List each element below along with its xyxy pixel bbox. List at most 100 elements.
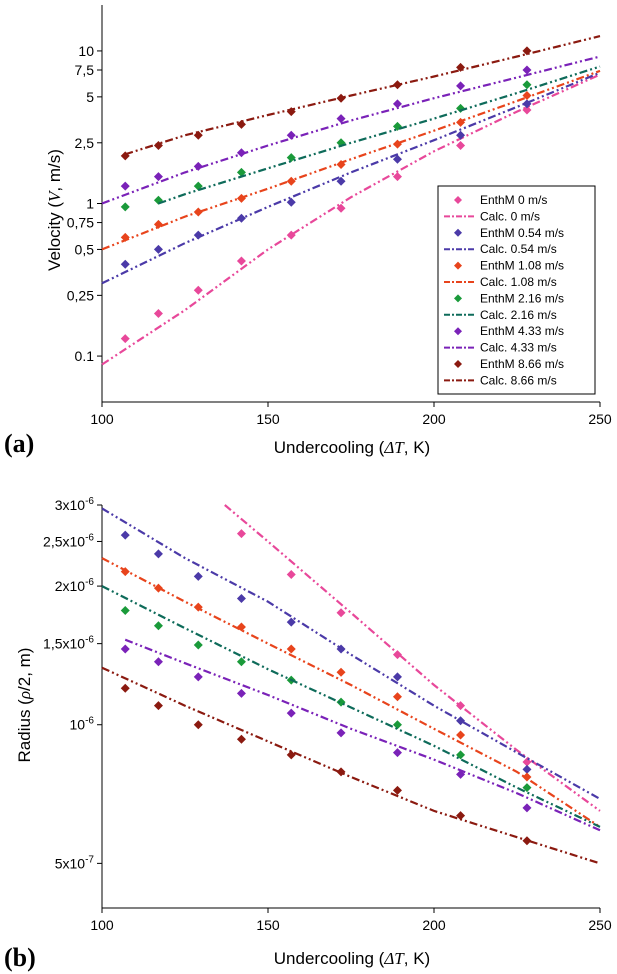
point-enthm-1-08-m-s (193, 207, 203, 217)
point-enthm-0-54-m-s (456, 130, 466, 140)
point-enthm-0-54-m-s (392, 154, 402, 164)
point-enthm-4-33-m-s (522, 65, 532, 75)
y-tick-label: 2,5 (75, 135, 95, 151)
panel-b-x-axis-label: Undercooling (ΔT, K) (274, 949, 430, 968)
legend-marker (454, 327, 462, 336)
line-calc-8-66-m-s (124, 35, 601, 156)
y-tick-label: 2x10-6 (55, 577, 95, 594)
panel-a-x-axis-label: Undercooling (ΔT, K) (274, 438, 430, 457)
panel-b: 100 150 200 250 5x10-7 10-6 1,5x10-6 2x10-6 2,5… (4, 496, 612, 972)
point-enthm-2-16-m-s (236, 657, 246, 667)
panel-a-legend: EnthM 0 m/s Calc. 0 m/s EnthM 0.54 m/s Calc… (437, 185, 596, 395)
point-enthm-8-66-m-s (392, 80, 402, 90)
point-enthm-4-33-m-s (286, 130, 296, 140)
x-tick-label: 200 (422, 917, 446, 933)
legend-marker (454, 261, 462, 270)
point-enthm-4-33-m-s (236, 148, 246, 158)
point-enthm-1-08-m-s (286, 644, 296, 654)
point-enthm-0-m-s (336, 608, 346, 618)
legend-label: EnthM 0.54 m/s (480, 226, 564, 240)
point-enthm-8-66-m-s (193, 720, 203, 730)
point-enthm-0-54-m-s (193, 571, 203, 581)
panel-a: 100 150 200 250 0.1 0,25 0,5 0,75 1 2,5 5 7,5 10 En… (4, 5, 612, 458)
point-enthm-0-54-m-s (120, 530, 130, 540)
y-tick-label: 10-6 (70, 716, 95, 733)
legend-label: Calc. 8.66 m/s (480, 373, 557, 387)
x-tick-label: 250 (588, 411, 612, 427)
point-enthm-0-m-s (120, 334, 130, 344)
legend-label: Calc. 2.16 m/s (480, 308, 557, 322)
point-enthm-2-16-m-s (153, 621, 163, 631)
x-tick-label: 100 (90, 411, 114, 427)
point-enthm-8-66-m-s (153, 701, 163, 711)
line-calc-4-33-m-s (101, 55, 601, 205)
point-enthm-2-16-m-s (286, 153, 296, 163)
panel-b-label: (b) (4, 943, 36, 972)
point-enthm-1-08-m-s (456, 730, 466, 740)
point-enthm-0-m-s (392, 172, 402, 182)
legend-marker (454, 360, 462, 368)
line-calc-0-m-s (224, 504, 601, 812)
legend-label: Calc. 0.54 m/s (480, 242, 557, 256)
y-tick-label: 10 (78, 43, 94, 59)
legend-label: Calc. 0 m/s (480, 209, 540, 223)
y-tick-label: 1,5x10-6 (43, 635, 94, 652)
y-tick-label: 0,25 (67, 287, 94, 303)
x-tick-label: 250 (588, 917, 612, 933)
y-tick-label: 7,5 (75, 62, 95, 78)
point-enthm-4-33-m-s (153, 657, 163, 667)
point-enthm-4-33-m-s (392, 99, 402, 109)
point-enthm-4-33-m-s (336, 728, 346, 738)
point-enthm-8-66-m-s (120, 151, 130, 161)
point-enthm-4-33-m-s (392, 748, 402, 758)
point-enthm-0-m-s (193, 285, 203, 295)
point-enthm-2-16-m-s (193, 640, 203, 650)
point-enthm-4-33-m-s (522, 803, 532, 813)
point-enthm-0-54-m-s (392, 672, 402, 682)
y-tick-label: 3x10-6 (55, 496, 95, 513)
x-tick-label: 150 (256, 917, 280, 933)
point-enthm-4-33-m-s (193, 672, 203, 682)
point-enthm-0-m-s (392, 650, 402, 660)
legend-label: EnthM 2.16 m/s (480, 291, 564, 305)
point-enthm-8-66-m-s (120, 683, 130, 693)
point-enthm-0-54-m-s (336, 176, 346, 186)
point-enthm-2-16-m-s (522, 80, 532, 90)
y-tick-label: 0,5 (75, 241, 95, 257)
point-enthm-0-54-m-s (236, 593, 246, 603)
point-enthm-8-66-m-s (236, 119, 246, 129)
legend-marker (454, 294, 462, 303)
point-enthm-1-08-m-s (522, 772, 532, 782)
legend-label: Calc. 4.33 m/s (480, 341, 557, 355)
legend-box (437, 185, 596, 395)
point-enthm-1-08-m-s (236, 622, 246, 632)
point-enthm-0-54-m-s (286, 617, 296, 627)
point-enthm-4-33-m-s (336, 114, 346, 124)
point-enthm-8-66-m-s (392, 785, 402, 795)
point-enthm-0-m-s (286, 569, 296, 579)
point-enthm-0-m-s (236, 256, 246, 266)
point-enthm-2-16-m-s (236, 167, 246, 177)
line-calc-8-66-m-s (101, 666, 601, 865)
point-enthm-1-08-m-s (336, 667, 346, 677)
point-enthm-4-33-m-s (120, 644, 130, 654)
legend-label: EnthM 4.33 m/s (480, 324, 564, 338)
point-enthm-4-33-m-s (120, 181, 130, 191)
panel-a-y-axis-label: Velocity (V, m/s) (45, 149, 64, 271)
line-calc-0-m-s (101, 73, 601, 366)
point-enthm-8-66-m-s (336, 93, 346, 103)
y-tick-label: 5x10-7 (55, 854, 95, 871)
y-tick-label: 5 (86, 89, 94, 105)
panel-b-y-axis-label: Radius (ρ/2, m) (15, 648, 34, 763)
legend-marker (454, 228, 462, 237)
legend-label: Calc. 1.08 m/s (480, 275, 557, 289)
point-enthm-0-54-m-s (153, 549, 163, 559)
point-enthm-1-08-m-s (522, 91, 532, 101)
point-enthm-0-54-m-s (522, 764, 532, 774)
point-enthm-0-54-m-s (286, 197, 296, 207)
point-enthm-1-08-m-s (153, 219, 163, 229)
legend-label: EnthM 1.08 m/s (480, 259, 564, 273)
point-enthm-0-m-s (456, 140, 466, 150)
x-tick-label: 200 (422, 411, 446, 427)
point-enthm-8-66-m-s (236, 734, 246, 744)
